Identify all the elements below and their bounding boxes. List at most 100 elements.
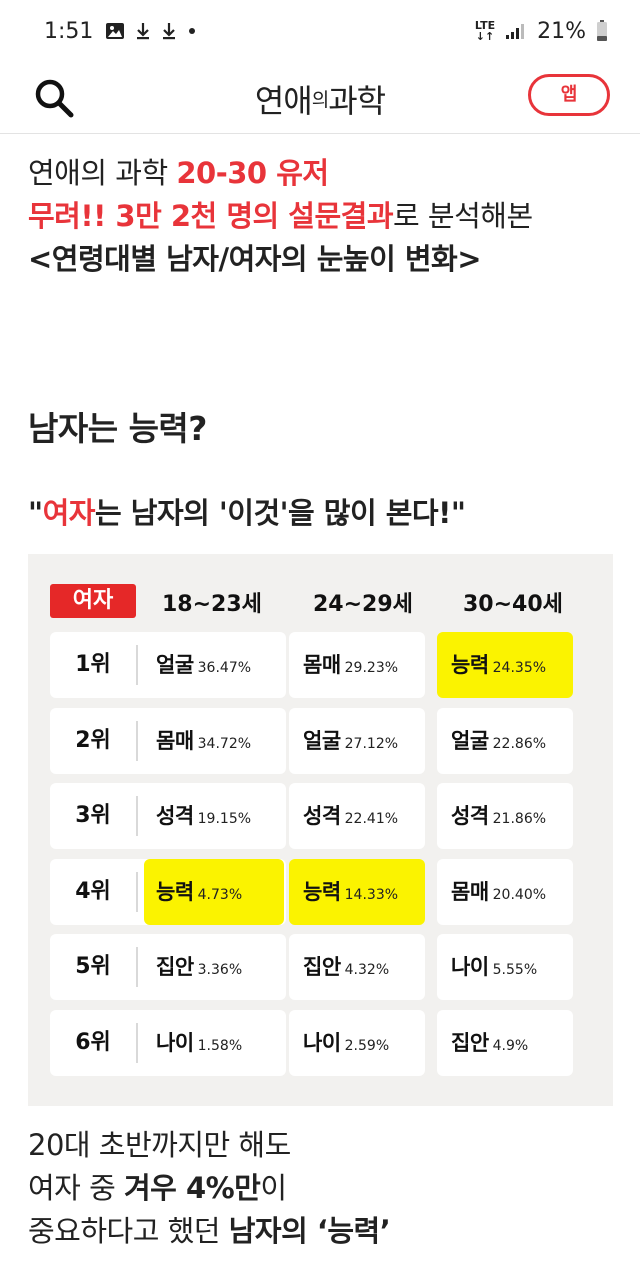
search-icon[interactable]	[30, 74, 78, 122]
value-percent: 3.36%	[197, 962, 243, 978]
value-label: 몸매	[303, 653, 341, 677]
value-label: 나이	[451, 955, 489, 979]
value-percent: 4.73%	[197, 886, 243, 903]
value-label: 집안	[156, 955, 194, 979]
value-percent: 22.41%	[344, 811, 399, 827]
rank-divider	[136, 1022, 138, 1063]
section-heading: 남자는 능력?	[28, 409, 207, 448]
rank-label: 1위	[75, 652, 111, 677]
value-percent: 2.59%	[344, 1037, 390, 1054]
value-cell	[437, 707, 573, 774]
app-header: 연애의과학 앱	[0, 62, 640, 134]
value-label: 능력	[451, 653, 489, 677]
rank-value: 집안 4.9%	[451, 1010, 528, 1076]
rank-value: 몸매 20.40%	[451, 859, 546, 925]
value-percent: 21.86%	[492, 811, 547, 827]
value-percent: 4.32%	[344, 962, 390, 978]
rank-value: 얼굴 36.47%	[156, 632, 251, 698]
signal-icon	[506, 24, 525, 39]
rank-label: 3위	[75, 803, 111, 828]
value-percent: 24.35%	[492, 660, 547, 676]
rank-row-cell	[50, 783, 286, 849]
value-percent: 36.47%	[197, 660, 252, 676]
rank-value: 몸매 34.72%	[156, 708, 251, 774]
gender-badge: 여자	[50, 584, 136, 618]
value-percent: 22.86%	[492, 735, 547, 752]
rank-value: 얼굴 27.12%	[303, 708, 398, 774]
value-cell	[437, 783, 573, 849]
rank-value: 성격 22.41%	[303, 783, 398, 849]
highlighted-cell	[144, 858, 284, 925]
rank-value: 능력 24.35%	[451, 632, 546, 698]
value-percent: 1.58%	[197, 1037, 243, 1054]
column-header: 30~40세	[463, 592, 563, 617]
download-icon	[163, 23, 176, 40]
value-percent: 20.40%	[492, 886, 547, 903]
ranking-table: 여자 18~23세 24~29세 30~40세 1위 얼굴 36.47% 몸매 29.2…	[28, 554, 613, 1106]
rank-value: 나이 5.55%	[451, 934, 537, 1000]
rank-value: 얼굴 22.86%	[451, 708, 546, 774]
value-label: 얼굴	[303, 728, 341, 753]
rank-label: 2위	[75, 727, 111, 753]
value-label: 집안	[451, 1030, 489, 1055]
column-header: 18~23세	[162, 592, 262, 617]
value-label: 얼굴	[156, 653, 194, 677]
value-percent: 34.72%	[197, 735, 252, 752]
rank-value: 성격 21.86%	[451, 783, 546, 849]
value-percent: 14.33%	[344, 886, 399, 903]
quote-text: "여자는 남자의 '이것'을 많이 본다!"	[28, 496, 466, 530]
battery-icon	[597, 20, 607, 41]
value-label: 성격	[451, 804, 489, 828]
rank-divider	[136, 645, 138, 685]
battery-percent: 21%	[537, 18, 586, 44]
status-bar: 1:51 LTE ↓↑	[0, 0, 640, 62]
download-icon	[137, 23, 150, 40]
rank-row-cell	[50, 1009, 286, 1076]
rank-value: 집안 3.36%	[156, 934, 242, 1000]
app-button[interactable]: 앱	[528, 74, 610, 116]
rank-divider	[136, 947, 138, 987]
rank-value: 나이 1.58%	[156, 1010, 242, 1076]
intro-text: 연애의 과학 20-30 유저 무려!! 3만 2천 명의 설문결과로 분석해본…	[28, 156, 533, 276]
value-cell	[289, 707, 425, 774]
value-percent: 27.12%	[344, 735, 399, 752]
value-percent: 5.55%	[492, 962, 538, 978]
highlighted-cell	[289, 858, 425, 925]
outro-text: 20대 초반까지만 해도 여자 중 겨우 4%만이 중요하다고 했던 남자의 ‘…	[28, 1128, 391, 1248]
rank-label: 6위	[75, 1029, 111, 1055]
value-percent: 29.23%	[344, 660, 399, 676]
network-indicator: LTE ↓↑	[474, 19, 496, 43]
rank-value: 능력 14.33%	[303, 859, 398, 925]
rank-value: 능력 4.73%	[156, 859, 242, 925]
rank-label: 5위	[75, 954, 111, 979]
value-cell	[289, 1009, 425, 1076]
brand-logo[interactable]: 연애의과학	[254, 82, 386, 120]
column-header: 24~29세	[313, 592, 413, 617]
rank-divider	[136, 871, 138, 912]
value-label: 성격	[303, 804, 341, 828]
value-cell	[289, 632, 425, 698]
rank-value: 나이 2.59%	[303, 1010, 389, 1076]
value-label: 몸매	[451, 879, 489, 904]
value-percent: 19.15%	[197, 811, 252, 827]
value-label: 얼굴	[451, 728, 489, 753]
rank-label: 4위	[75, 878, 111, 904]
value-cell	[437, 858, 573, 925]
rank-value: 성격 19.15%	[156, 783, 251, 849]
value-label: 능력	[156, 879, 194, 904]
value-cell	[289, 783, 425, 849]
value-cell	[289, 934, 425, 1000]
value-label: 성격	[156, 804, 194, 828]
rank-divider	[136, 720, 138, 761]
gallery-icon	[106, 23, 125, 39]
value-percent: 4.9%	[492, 1037, 529, 1054]
highlighted-cell	[437, 632, 573, 698]
status-time: 1:51	[44, 18, 94, 44]
rank-row-cell	[50, 707, 286, 774]
rank-row-cell	[50, 934, 286, 1000]
value-cell	[437, 1009, 573, 1076]
value-label: 나이	[156, 1030, 194, 1055]
rank-divider	[136, 796, 138, 836]
dot-icon	[189, 28, 196, 34]
value-label: 나이	[303, 1030, 341, 1055]
